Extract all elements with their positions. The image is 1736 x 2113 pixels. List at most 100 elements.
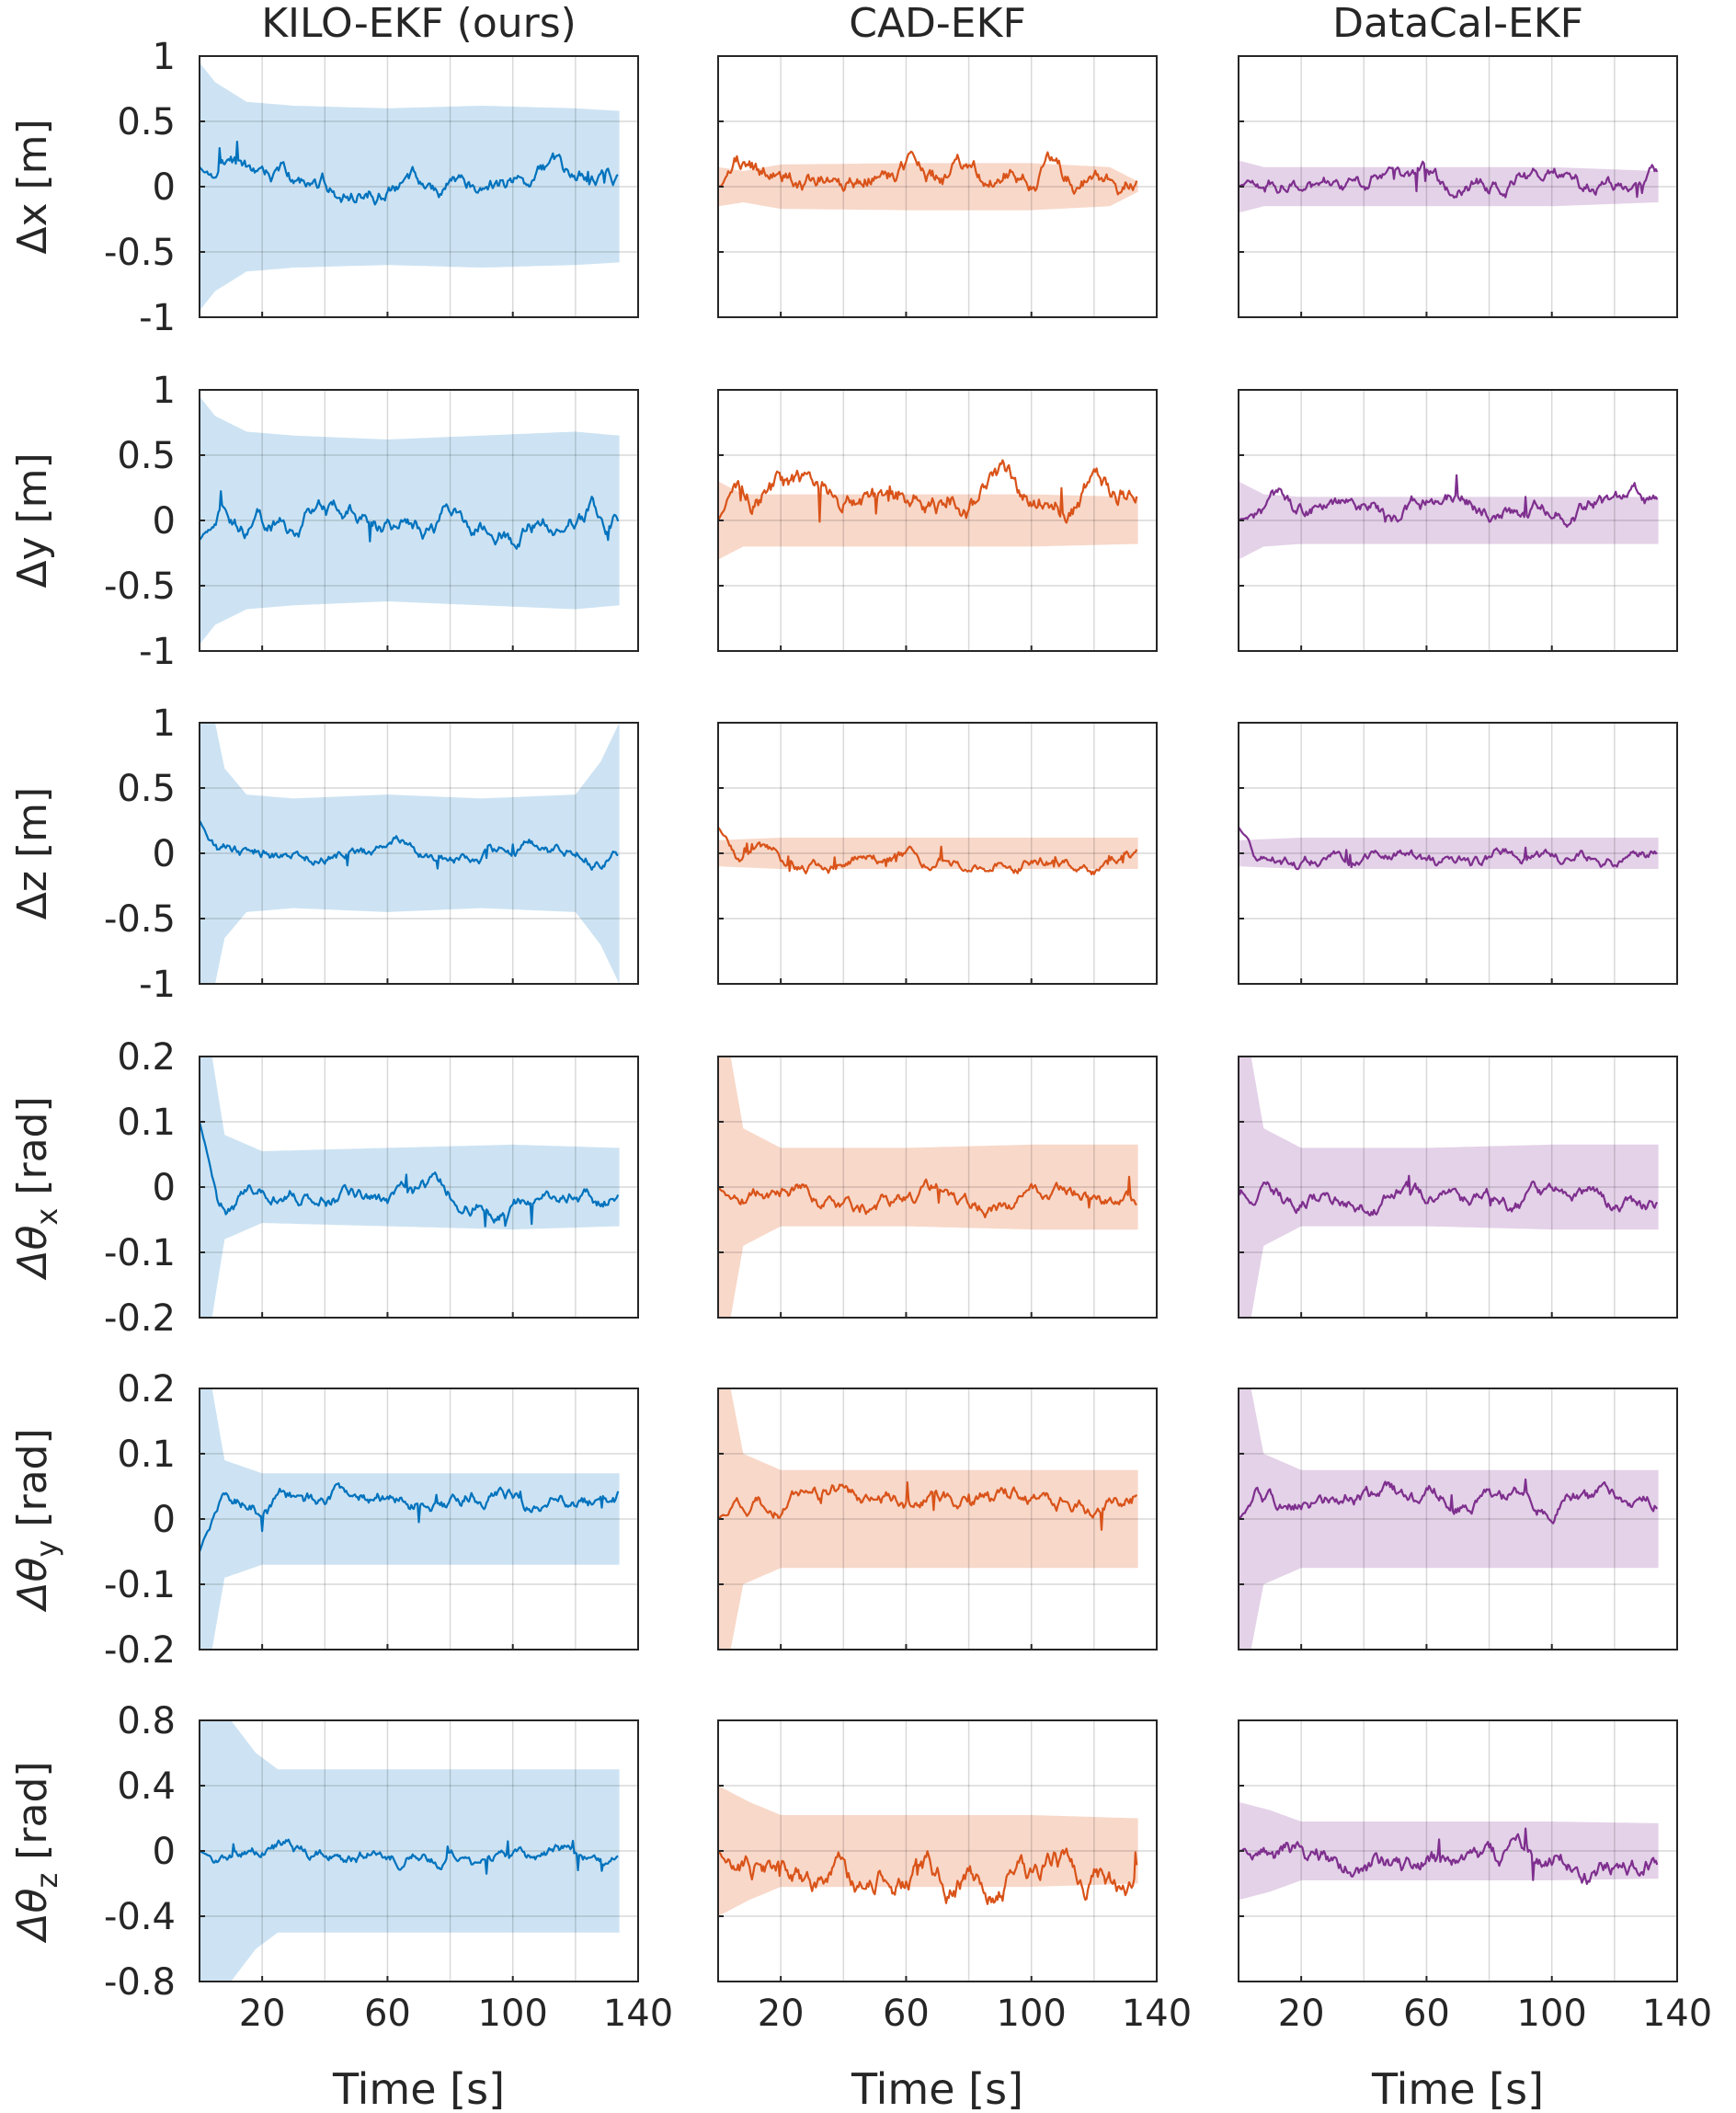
uncertainty-band <box>200 1388 620 1650</box>
y-tick-label: 0.2 <box>117 1036 176 1079</box>
y-tick-label: 0.5 <box>117 101 176 143</box>
x-tick-label: 100 <box>1517 1993 1587 2035</box>
column-title-1: KILO-EKF (ours) <box>261 0 577 47</box>
panel-r6-c2 <box>717 1719 1158 1982</box>
y-tick-label: 0 <box>153 166 176 209</box>
y-axis-label-row-1: Δx [m] <box>9 119 56 254</box>
axes-box <box>1238 389 1678 652</box>
panel-r3-c1 <box>199 722 639 985</box>
y-tick-label: 0.1 <box>117 1433 176 1476</box>
uncertainty-band <box>718 1388 1138 1650</box>
panel-r3-c2 <box>717 722 1158 985</box>
x-tick-label: 20 <box>239 1993 286 2035</box>
y-tick-label: -0.5 <box>104 232 176 274</box>
axes-box <box>717 722 1158 985</box>
x-tick-label: 60 <box>364 1993 411 2035</box>
x-tick-label: 60 <box>1403 1993 1450 2035</box>
error-series-line <box>200 1482 620 1552</box>
axes-box <box>199 55 639 318</box>
y-tick-label: -0.1 <box>104 1564 176 1606</box>
y-tick-label: 0 <box>153 1831 176 1873</box>
error-series-line <box>1239 826 1658 871</box>
panel-r4-c2 <box>717 1056 1158 1319</box>
panel-r5-c1 <box>199 1388 639 1650</box>
error-series-line <box>718 1847 1138 1905</box>
panel-r2-c3 <box>1238 389 1678 652</box>
y-axis-label-unit: [rad] <box>9 1096 56 1207</box>
y-tick-label: 0 <box>153 833 176 875</box>
y-tick-label: -0.5 <box>104 565 176 608</box>
y-axis-label-row-5: Δθy [rad] <box>9 1428 64 1612</box>
error-series-line <box>200 819 619 871</box>
panel-r2-c1 <box>199 389 639 652</box>
axes-box <box>717 55 1158 318</box>
error-series-line <box>718 826 1138 875</box>
error-series-line <box>1239 160 1659 200</box>
y-axis-label-row-6: Δθz [rad] <box>9 1761 64 1943</box>
y-axis-label-main: Δx [m] <box>9 119 56 254</box>
axes-box <box>717 389 1158 652</box>
error-series-line <box>718 459 1138 524</box>
y-tick-label: 0.4 <box>117 1765 176 1808</box>
y-tick-label: 0 <box>153 500 176 543</box>
y-tick-label: -0.2 <box>104 1629 176 1672</box>
axes-box <box>717 1388 1158 1650</box>
error-series-line <box>1239 1174 1659 1216</box>
panel-r4-c1 <box>199 1056 639 1319</box>
y-axis-label-main: Δθ <box>9 1226 56 1281</box>
axes-box <box>1238 55 1678 318</box>
y-tick-label: 0.1 <box>117 1102 176 1144</box>
y-axis-label-row-2: Δy [m] <box>9 452 56 588</box>
error-series-line <box>1239 1478 1659 1525</box>
error-series-line <box>200 1838 619 1875</box>
y-tick-label: 0 <box>153 1499 176 1541</box>
x-axis-label: Time [s] <box>332 2064 505 2113</box>
uncertainty-band <box>200 723 620 984</box>
y-tick-label: 0.2 <box>117 1368 176 1411</box>
y-axis-label-subscript: x <box>29 1208 64 1226</box>
y-tick-label: -0.8 <box>104 1961 176 2004</box>
panel-r5-c2 <box>717 1388 1158 1650</box>
y-tick-label: -0.2 <box>104 1297 176 1340</box>
y-tick-label: 0.5 <box>117 768 176 810</box>
panel-r1-c2 <box>717 55 1158 318</box>
axes-box <box>1238 1719 1678 1982</box>
y-axis-label-subscript: y <box>29 1540 64 1558</box>
y-axis-label-main: Δy [m] <box>9 452 56 588</box>
axes-box <box>1238 1056 1678 1319</box>
y-tick-label: -0.5 <box>104 898 176 941</box>
uncertainty-band <box>200 396 620 645</box>
axes-box <box>199 1719 639 1982</box>
axes-box <box>199 722 639 985</box>
uncertainty-band <box>1239 1056 1659 1318</box>
column-title-3: DataCal-EKF <box>1332 0 1583 47</box>
y-tick-label: 0.5 <box>117 435 176 477</box>
y-tick-label: 0 <box>153 1167 176 1209</box>
axes-box <box>1238 722 1678 985</box>
panel-r3-c3 <box>1238 722 1678 985</box>
y-axis-label-unit: [rad] <box>9 1761 56 1872</box>
x-tick-label: 100 <box>478 1993 548 2035</box>
y-axis-label-main: Δz [m] <box>9 787 56 919</box>
panel-r6-c3 <box>1238 1719 1678 1982</box>
panel-r4-c3 <box>1238 1056 1678 1319</box>
y-tick-label: -0.4 <box>104 1896 176 1938</box>
y-tick-label: -1 <box>139 631 176 673</box>
x-tick-label: 140 <box>1642 1993 1712 2035</box>
x-tick-label: 20 <box>1278 1993 1325 2035</box>
y-axis-label-subscript: z <box>29 1873 64 1889</box>
error-series-line <box>200 1121 620 1228</box>
axes-box <box>199 1388 639 1650</box>
uncertainty-band <box>1239 1801 1659 1901</box>
error-series-line <box>200 141 619 206</box>
uncertainty-band <box>200 1720 620 1982</box>
y-axis-label-main: Δθ <box>9 1888 56 1943</box>
x-tick-label: 60 <box>883 1993 930 2035</box>
x-axis-label: Time [s] <box>851 2064 1023 2113</box>
y-tick-label: 1 <box>153 702 176 745</box>
panel-r6-c1 <box>199 1719 639 1982</box>
y-axis-label-row-4: Δθx [rad] <box>9 1096 64 1280</box>
x-tick-label: 140 <box>603 1993 673 2035</box>
uncertainty-band <box>200 63 620 311</box>
y-tick-label: -0.1 <box>104 1232 176 1274</box>
